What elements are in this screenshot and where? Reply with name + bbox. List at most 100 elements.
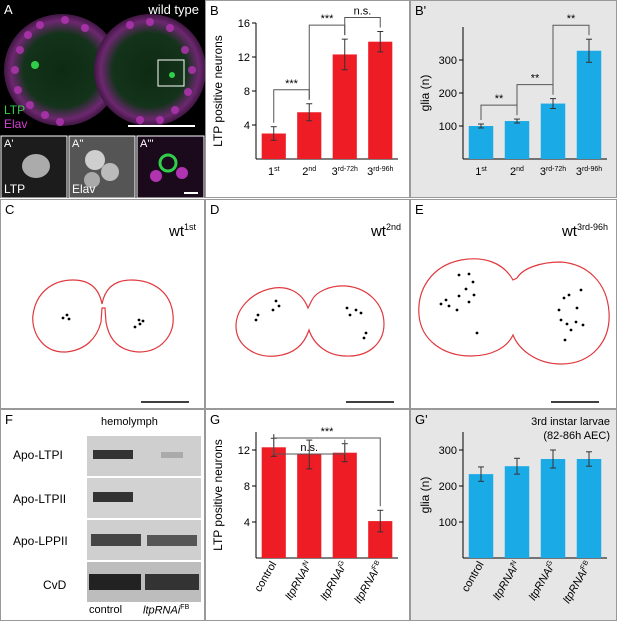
error-bar bbox=[478, 123, 484, 129]
chart-b-prime: 100 200 300 glia (n) 1st 2nd 3rd-72h 3rd-96h ** *… bbox=[418, 13, 607, 178]
panel-label-b: B bbox=[210, 3, 219, 18]
y-tick-label: 100 bbox=[439, 121, 457, 133]
panel-label-g: G bbox=[210, 412, 221, 427]
significance-label: *** bbox=[321, 426, 335, 438]
elav-cells bbox=[11, 16, 196, 126]
panel-e: E wt3rd-96h bbox=[410, 199, 617, 409]
sub-text-a2: Elav bbox=[72, 182, 96, 196]
micrograph-a bbox=[0, 14, 206, 199]
significance-label: *** bbox=[285, 78, 299, 90]
y-axis-label: glia (n) bbox=[418, 477, 432, 514]
error-bar bbox=[377, 509, 384, 533]
y-tick-label: 200 bbox=[439, 481, 457, 493]
brain-outline-e bbox=[418, 258, 610, 403]
error-bar bbox=[270, 126, 277, 141]
y-tick-label: 12 bbox=[238, 52, 250, 64]
x-tick-label: 3rd-72h bbox=[540, 166, 566, 178]
y-tick-label: 12 bbox=[238, 445, 250, 457]
lane-label-rnai-sup: FB bbox=[180, 604, 190, 611]
error-bar bbox=[514, 457, 520, 475]
significance-bracket bbox=[273, 434, 346, 455]
bar bbox=[576, 50, 602, 160]
chart-b: 4 8 12 16 LTP positive neurons 1st 2nd 3rd-72h 3… bbox=[211, 6, 398, 178]
sub-label-a2: A'' bbox=[72, 138, 84, 150]
bar bbox=[332, 54, 357, 160]
chart-g-prime: 100 200 300 glia (n) control ltpRNAiNltpRNAiG… bbox=[418, 432, 607, 606]
brain-lobe-left bbox=[4, 14, 120, 126]
x-tick-label: 2nd bbox=[510, 166, 524, 178]
error-bar bbox=[306, 103, 313, 122]
x-tick-label: 3rd-72h bbox=[332, 166, 358, 178]
panel-b-prime: B' 100 200 300 glia (n) 1st 2nd 3rd-72h 3rd-96h… bbox=[410, 0, 617, 198]
error-bar bbox=[478, 466, 484, 482]
panel-label-b-prime: B' bbox=[415, 3, 427, 18]
significance-label: ** bbox=[531, 73, 540, 85]
x-tick-label: ltpRNAiFB bbox=[561, 559, 595, 605]
y-axis-label: glia (n) bbox=[418, 75, 432, 112]
tag-e-sup: 3rd-96h bbox=[576, 222, 608, 232]
lane-label-rnai: ltpRNAiFB bbox=[143, 604, 189, 617]
blot-row-label-1: Apo-LTPI bbox=[13, 448, 63, 462]
tag-c-sup: 1st bbox=[183, 222, 196, 232]
tag-d-sup: 2nd bbox=[385, 222, 401, 232]
bar bbox=[576, 459, 602, 558]
error-bar bbox=[550, 449, 556, 469]
x-tick-label: 3rd-96h bbox=[367, 166, 393, 178]
x-tick-label: ltpRNAiG bbox=[527, 560, 559, 603]
brain-outline-c bbox=[32, 279, 189, 403]
blot-header: hemolymph bbox=[101, 416, 158, 428]
x-tick-label: control bbox=[460, 560, 487, 595]
bar bbox=[504, 466, 530, 558]
panel-g: G 4 8 12 LTP positive neurons control ltpRNAi… bbox=[205, 409, 410, 621]
blot-image bbox=[87, 436, 201, 602]
y-tick-label: 300 bbox=[439, 55, 457, 67]
lane-label-control: control bbox=[89, 604, 123, 616]
error-bar bbox=[514, 118, 520, 124]
legend-elav: Elav bbox=[4, 117, 28, 131]
panel-g-prime: G' 3rd instar larvae (82-86h AEC) 100 200… bbox=[410, 409, 617, 621]
y-tick-label: 300 bbox=[439, 445, 457, 457]
blot-row-label-3: Apo-LPPII bbox=[13, 534, 68, 548]
x-tick-label: 2nd bbox=[302, 166, 316, 178]
sub-label-a3: A''' bbox=[140, 138, 154, 150]
subpanel-a3 bbox=[136, 135, 205, 199]
x-tick-label: ltpRNAiFB bbox=[352, 559, 386, 605]
x-tick-label: control bbox=[252, 560, 279, 595]
y-tick-label: 8 bbox=[244, 86, 250, 98]
panel-b: B 4 8 12 16 LTP positive neurons 1st 2nd 3rd-72… bbox=[205, 0, 410, 198]
bar bbox=[368, 41, 393, 160]
panel-label-d: D bbox=[210, 202, 220, 217]
lane-label-rnai-text: ltpRNAi bbox=[143, 604, 181, 617]
significance-label: n.s. bbox=[300, 442, 318, 454]
tag-c: wt1st bbox=[169, 222, 196, 240]
panel-label-c: C bbox=[5, 202, 15, 217]
y-tick-label: 8 bbox=[244, 481, 250, 493]
tag-e: wt3rd-96h bbox=[562, 222, 608, 240]
panel-label-a: A bbox=[4, 2, 13, 17]
g-prime-note-2: (82-86h AEC) bbox=[543, 430, 610, 442]
zoom-box bbox=[157, 59, 185, 87]
bar bbox=[332, 452, 357, 558]
ltp-cell bbox=[169, 72, 175, 78]
brain-lobe-right bbox=[94, 14, 206, 126]
error-bar bbox=[586, 38, 592, 63]
y-tick-label: 4 bbox=[244, 517, 250, 529]
panel-a-title: wild type bbox=[148, 2, 199, 17]
error-bar bbox=[341, 38, 348, 71]
significance-label: ** bbox=[495, 93, 504, 105]
significance-bracket bbox=[552, 24, 590, 95]
significance-bracket bbox=[273, 434, 381, 507]
tag-e-text: wt bbox=[561, 223, 577, 240]
y-tick-label: 100 bbox=[439, 517, 457, 529]
significance-label: *** bbox=[321, 13, 335, 25]
y-tick-label: 4 bbox=[244, 120, 250, 132]
g-prime-note-1: 3rd instar larvae bbox=[531, 416, 610, 428]
x-tick-label: ltpRNAiN bbox=[283, 560, 315, 603]
tag-c-text: wt bbox=[168, 223, 184, 240]
panel-a: A wild type LTP Elav A' A'' A''' LTP Ela… bbox=[0, 0, 206, 199]
significance-label: ** bbox=[567, 13, 576, 25]
sub-text-a1: LTP bbox=[4, 182, 26, 196]
sub-label-a1: A' bbox=[4, 138, 14, 150]
blot-row-label-4: CvD bbox=[43, 578, 67, 592]
